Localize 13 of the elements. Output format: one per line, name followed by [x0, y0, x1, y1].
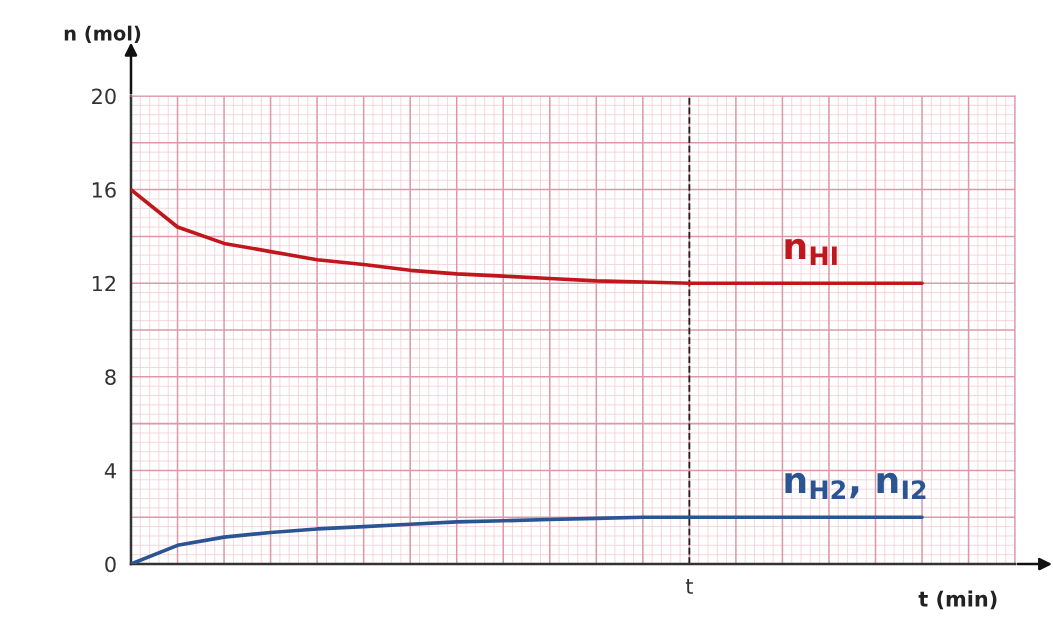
x-axis-title: t (min)	[918, 590, 997, 610]
y-tick-label: 20	[92, 88, 116, 105]
x-tick-label: t	[685, 579, 693, 594]
series-label: n$_{H2}$, n$_{I2}$	[785, 472, 926, 499]
y-tick-label: 16	[92, 182, 116, 198]
y-tick-label: 0	[105, 556, 116, 573]
series-label: n$_{HI}$	[785, 238, 837, 265]
y-tick-label: 8	[105, 369, 116, 386]
line-series	[130, 187, 924, 286]
y-axis-title: n (mol)	[64, 25, 141, 43]
line-series	[130, 515, 924, 565]
y-tick-label: 12	[92, 275, 116, 292]
y-tick-label: 4	[104, 463, 116, 479]
